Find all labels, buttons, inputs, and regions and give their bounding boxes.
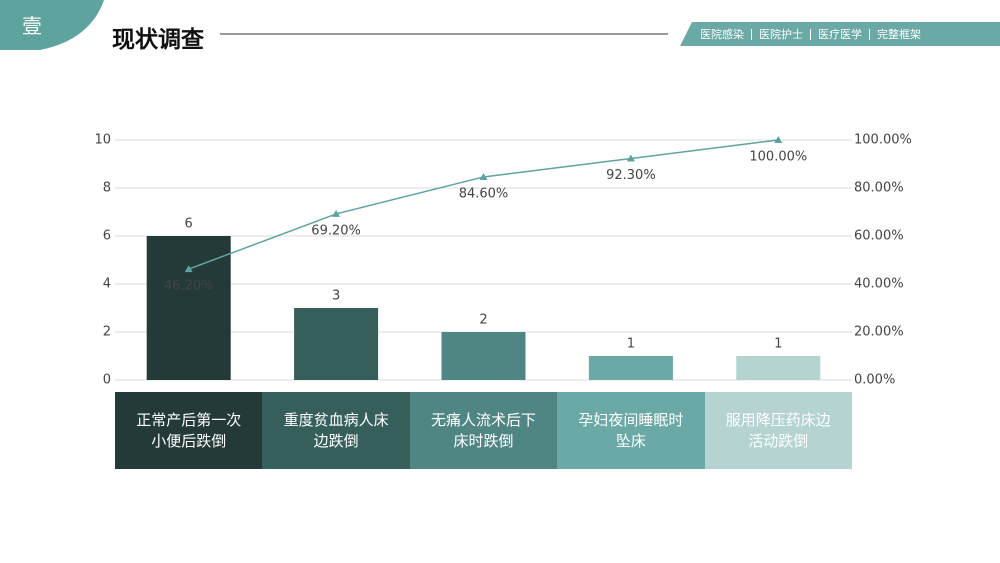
y-tick-label: 2 xyxy=(103,325,111,340)
bar xyxy=(146,236,231,380)
tag-separator xyxy=(810,28,811,40)
bar-value-label: 1 xyxy=(774,337,782,352)
y2-tick-label: 80.00% xyxy=(854,181,904,196)
tag: 医疗医学 xyxy=(818,28,862,41)
bar-value-label: 2 xyxy=(479,313,487,328)
bar xyxy=(588,356,673,380)
bar xyxy=(294,308,379,380)
line-marker xyxy=(332,209,341,217)
cumulative-line xyxy=(188,139,779,270)
line-value-label: 100.00% xyxy=(749,150,807,165)
tag: 医院护士 xyxy=(759,28,803,41)
line-marker xyxy=(184,265,193,273)
category-label: 正常产后第一次小便后跌倒 xyxy=(115,392,263,469)
bar-value-label: 3 xyxy=(332,289,340,304)
y2-tick-label: 20.00% xyxy=(854,325,904,340)
line-value-label: 69.20% xyxy=(311,223,361,238)
line-marker xyxy=(479,172,488,180)
tag-banner xyxy=(680,22,1000,46)
bar xyxy=(441,332,526,380)
slide-title: 现状调查 xyxy=(112,27,204,53)
y2-tick-label: 60.00% xyxy=(854,229,904,244)
bar xyxy=(736,356,821,380)
tag: 医院感染 xyxy=(700,28,744,41)
y-tick-label: 4 xyxy=(103,277,111,292)
y-tick-label: 10 xyxy=(94,133,111,148)
tag-separator xyxy=(751,28,752,40)
y-tick-label: 8 xyxy=(103,181,111,196)
tag-separator xyxy=(869,28,870,40)
line-value-label: 92.30% xyxy=(606,168,656,183)
y-tick-label: 0 xyxy=(103,373,111,388)
line-value-label: 46.20% xyxy=(164,279,214,294)
category-label: 孕妇夜间睡眠时坠床 xyxy=(557,392,705,469)
category-label: 重度贫血病人床边跌倒 xyxy=(262,392,410,469)
line-value-label: 84.60% xyxy=(459,186,509,201)
line-marker xyxy=(626,154,635,162)
y2-tick-label: 0.00% xyxy=(854,373,895,388)
y2-tick-label: 100.00% xyxy=(854,133,912,148)
line-marker xyxy=(774,136,783,143)
badge: 壹 xyxy=(22,14,42,38)
y-tick-label: 6 xyxy=(103,229,111,244)
badge-shape xyxy=(0,0,104,50)
tag: 完整框架 xyxy=(877,28,921,41)
category-label: 服用降压药床边活动跌倒 xyxy=(704,392,852,469)
bar-value-label: 1 xyxy=(627,337,635,352)
bar-value-label: 6 xyxy=(185,217,193,232)
tag-list: 医院感染 医院护士 医疗医学 完整框架 xyxy=(700,22,921,46)
y2-tick-label: 40.00% xyxy=(854,277,904,292)
category-label: 无痛人流术后下床时跌倒 xyxy=(409,392,558,469)
